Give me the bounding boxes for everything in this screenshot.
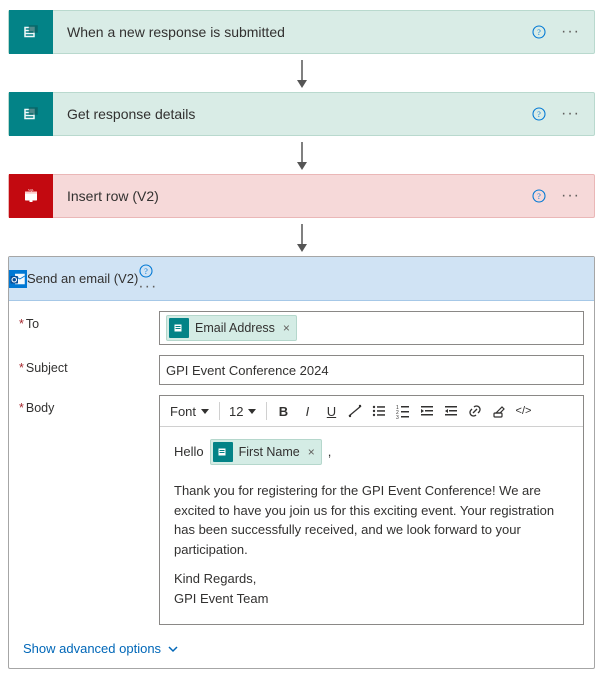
label-subject: *Subject [19, 355, 159, 375]
rte-content[interactable]: Hello First Name × , Thank you for regis… [160, 427, 583, 624]
rte-toolbar: Font 12 B I U [160, 396, 583, 427]
label-body: *Body [19, 395, 159, 415]
step-forms-details[interactable]: Get response details ? ··· [8, 92, 595, 136]
body-sig-line: GPI Event Team [174, 591, 268, 606]
arrow-icon [8, 54, 595, 92]
svg-text:SQL: SQL [28, 188, 34, 192]
body-sig-line: Kind Regards, [174, 571, 256, 586]
forms-icon [9, 92, 53, 136]
step-title: Insert row (V2) [53, 188, 531, 204]
step-title: When a new response is submitted [53, 24, 531, 40]
more-icon[interactable]: ··· [561, 188, 580, 204]
bullet-list-button[interactable] [368, 400, 390, 422]
svg-text:3: 3 [396, 415, 399, 419]
bold-button[interactable]: B [272, 400, 294, 422]
indent-button[interactable] [440, 400, 462, 422]
font-selector[interactable]: Font [166, 404, 214, 419]
field-subject: *Subject GPI Event Conference 2024 [19, 355, 584, 385]
more-icon[interactable]: ··· [561, 106, 580, 122]
italic-button[interactable]: I [296, 400, 318, 422]
token-label: Email Address [195, 321, 275, 335]
token-first-name[interactable]: First Name × [210, 439, 322, 465]
outlook-icon [9, 270, 27, 288]
help-icon[interactable]: ? [531, 106, 547, 122]
step-title: Get response details [53, 106, 531, 122]
field-body: *Body Font 12 B I [19, 395, 584, 625]
label-to: *To [19, 311, 159, 331]
svg-text:?: ? [537, 28, 541, 37]
underline-button[interactable]: U [320, 400, 342, 422]
link-button[interactable] [464, 400, 486, 422]
clear-format-button[interactable] [488, 400, 510, 422]
svg-text:?: ? [537, 110, 541, 119]
more-icon[interactable]: ··· [561, 24, 580, 40]
subject-text: GPI Event Conference 2024 [166, 363, 329, 378]
more-icon[interactable]: ··· [138, 278, 157, 295]
forms-icon [169, 318, 189, 338]
step-send-email-header[interactable]: Send an email (V2) ? ··· [9, 257, 594, 301]
body-paragraph: Thank you for registering for the GPI Ev… [174, 481, 569, 559]
token-email-address[interactable]: Email Address × [166, 315, 297, 341]
close-icon[interactable]: × [283, 321, 290, 335]
chevron-down-icon [167, 643, 179, 655]
input-subject[interactable]: GPI Event Conference 2024 [159, 355, 584, 385]
step-forms-trigger[interactable]: When a new response is submitted ? ··· [8, 10, 595, 54]
arrow-icon [8, 218, 595, 256]
sql-icon: SQL [9, 174, 53, 218]
svg-text:?: ? [537, 192, 541, 201]
help-icon[interactable]: ? [531, 188, 547, 204]
close-icon[interactable]: × [308, 443, 315, 461]
chevron-down-icon [247, 406, 257, 416]
svg-text:?: ? [145, 267, 149, 276]
strike-button[interactable] [344, 400, 366, 422]
input-to[interactable]: Email Address × [159, 311, 584, 345]
chevron-down-icon [200, 406, 210, 416]
field-to: *To Email Address × [19, 311, 584, 345]
forms-icon [9, 10, 53, 54]
step-sql-insert[interactable]: SQL Insert row (V2) ? ··· [8, 174, 595, 218]
step-send-email: Send an email (V2) ? ··· *To Email Addre… [8, 256, 595, 669]
code-view-button[interactable]: </> [512, 400, 534, 422]
help-icon[interactable]: ? [531, 24, 547, 40]
arrow-icon [8, 136, 595, 174]
numbered-list-button[interactable]: 123 [392, 400, 414, 422]
outdent-button[interactable] [416, 400, 438, 422]
rich-text-editor: Font 12 B I U [159, 395, 584, 625]
step-title: Send an email (V2) [27, 271, 138, 286]
body-hello: Hello [174, 442, 204, 462]
help-icon[interactable]: ? [138, 263, 157, 279]
token-label: First Name [239, 443, 300, 462]
show-advanced-options[interactable]: Show advanced options [19, 635, 584, 660]
body-comma: , [328, 442, 332, 462]
forms-icon [213, 442, 233, 462]
size-selector[interactable]: 12 [225, 404, 261, 419]
